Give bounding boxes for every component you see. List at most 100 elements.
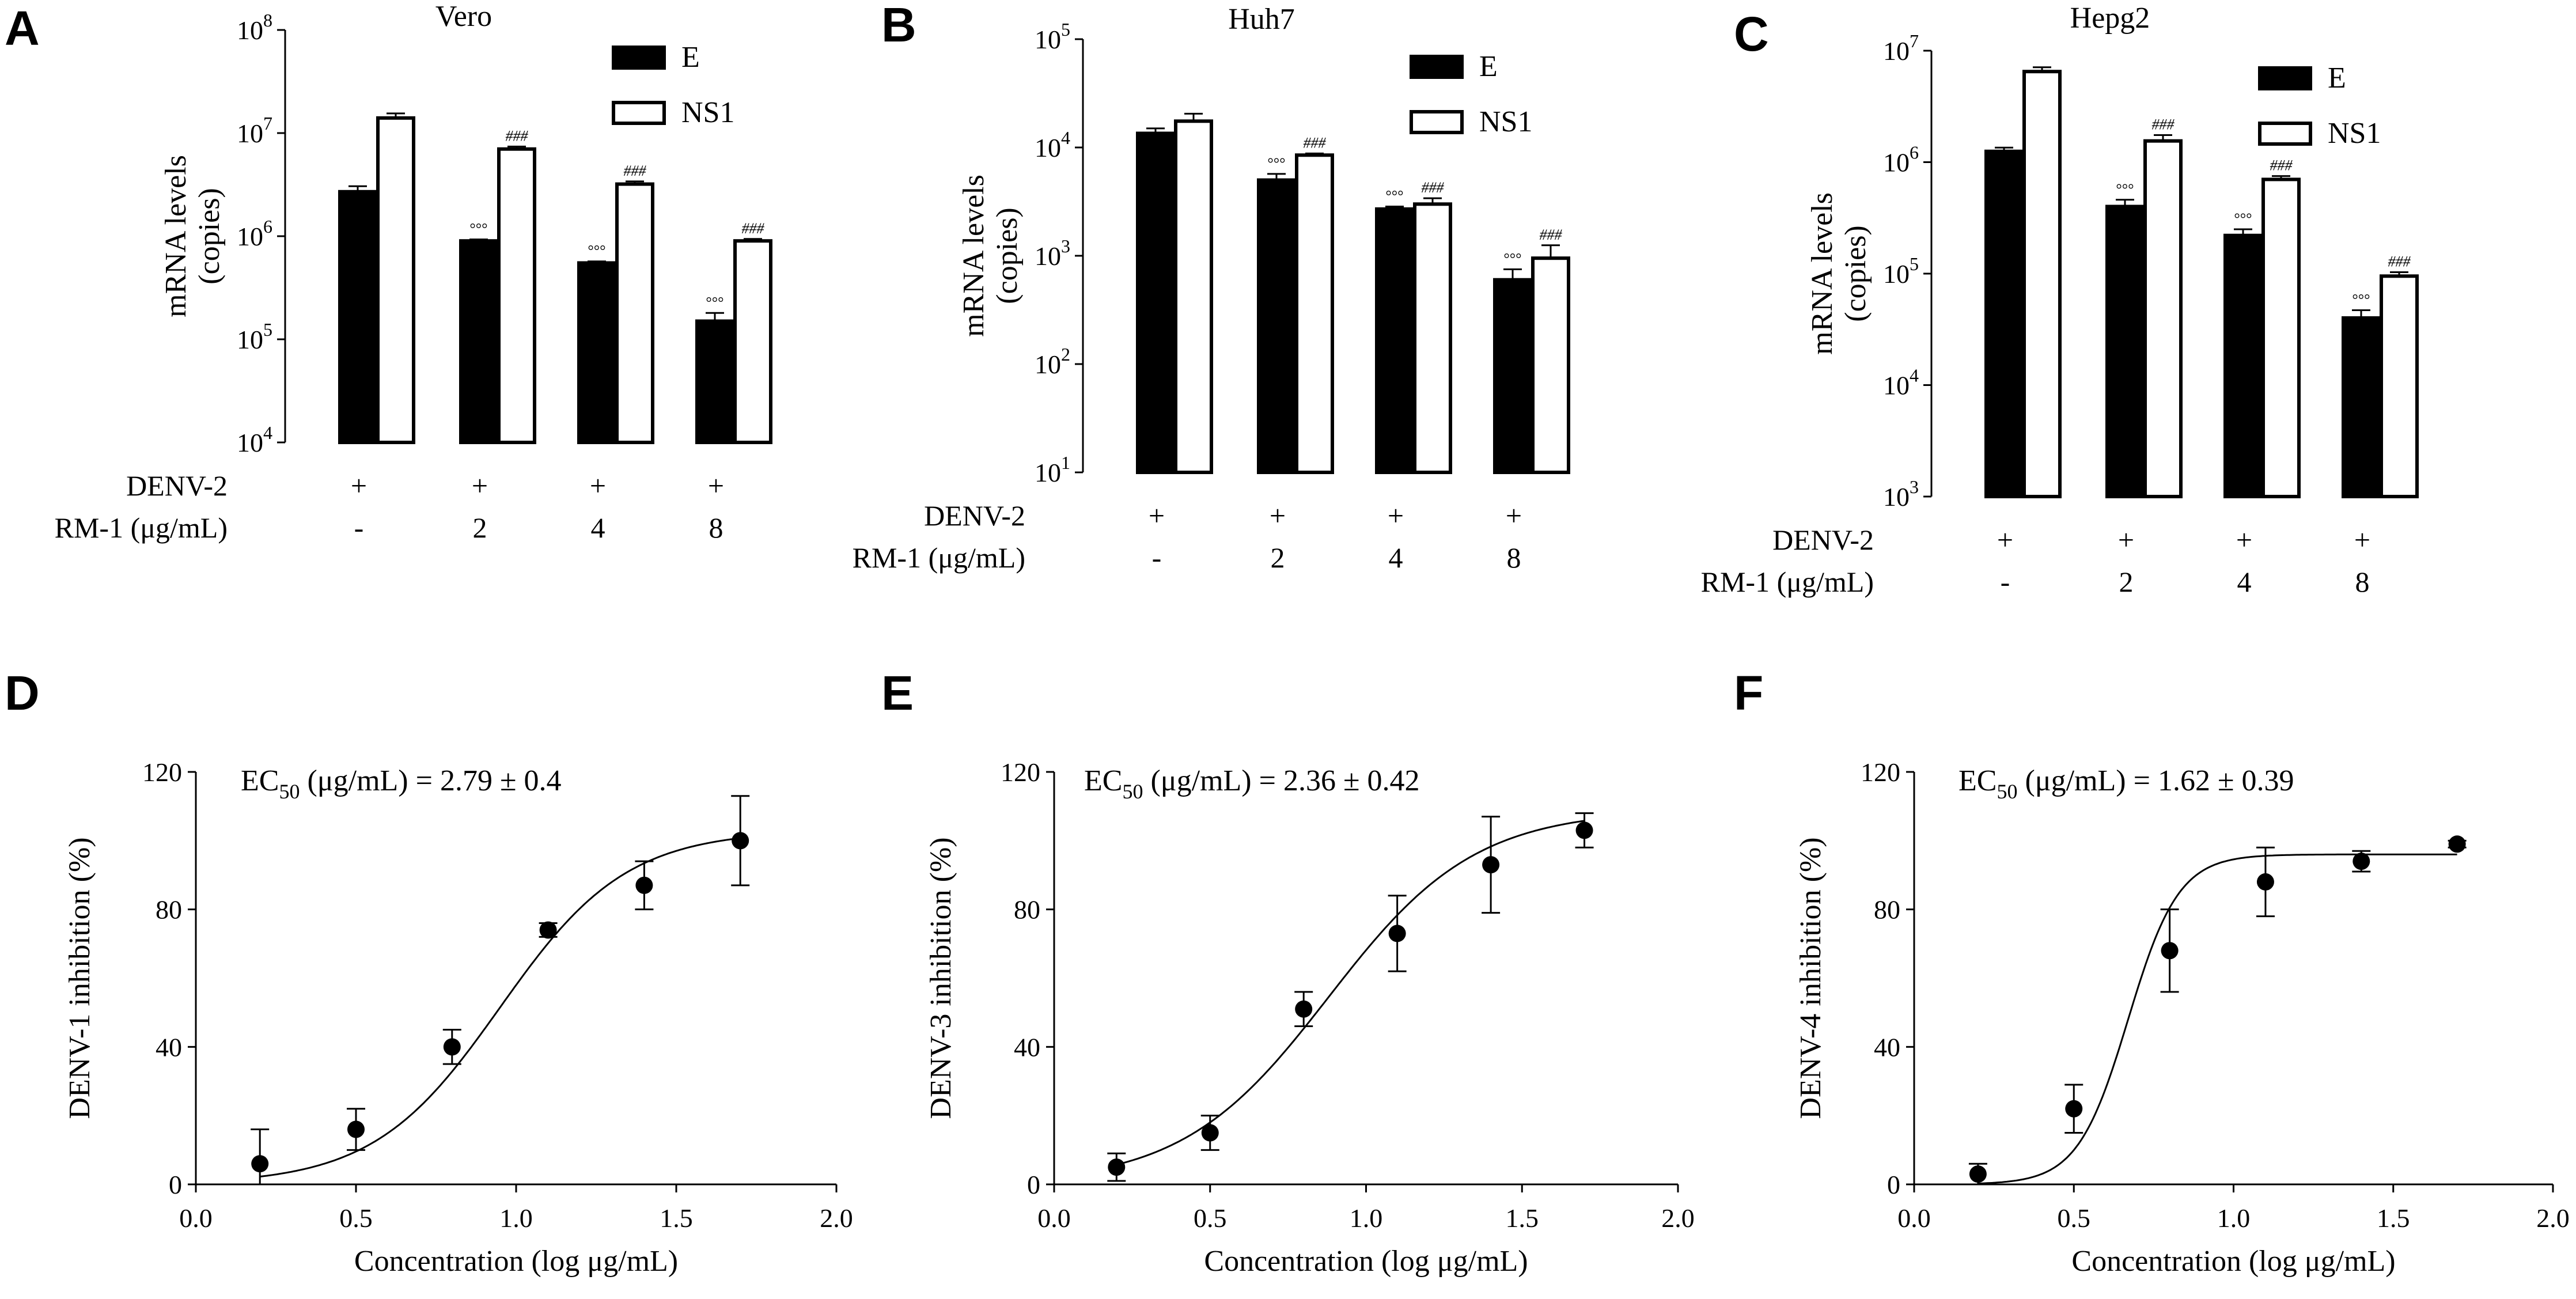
significance-mark: ### bbox=[2270, 157, 2293, 174]
x-tick-label: 0.0 bbox=[1037, 1203, 1071, 1233]
y-axis-label: DENV-4 inhibition (%) bbox=[1794, 837, 1827, 1119]
y-tick-label: 0 bbox=[1887, 1170, 1900, 1199]
condition-value: - bbox=[1152, 541, 1162, 574]
condition-value: + bbox=[1149, 499, 1165, 532]
panel-letter: F bbox=[1734, 666, 1763, 720]
panel-letter: C bbox=[1734, 7, 1769, 61]
significance-mark: °°° bbox=[2352, 291, 2370, 308]
panel-letter: E bbox=[881, 666, 914, 720]
panel-letter: A bbox=[5, 1, 40, 55]
data-point bbox=[443, 1038, 461, 1056]
condition-value: 2 bbox=[473, 512, 487, 544]
bar-ns1 bbox=[733, 239, 772, 444]
x-tick-label: 0.0 bbox=[1897, 1203, 1931, 1233]
y-tick-label: 0 bbox=[169, 1170, 182, 1199]
bar-e bbox=[695, 319, 734, 445]
significance-mark: °°° bbox=[1267, 155, 1285, 172]
bar-e bbox=[1375, 207, 1414, 474]
condition-value: + bbox=[1506, 499, 1522, 532]
y-tick-label: 80 bbox=[156, 895, 182, 925]
significance-mark: °°° bbox=[588, 243, 605, 259]
condition-value: + bbox=[708, 469, 724, 502]
y-tick-label: 106 bbox=[1883, 142, 1919, 177]
panel-c: C Hepg2 103 104 105 106 107 mRNA levels(copies)… bbox=[1701, 2, 2419, 598]
condition-value: 4 bbox=[1389, 541, 1403, 574]
bar-ns1 bbox=[497, 147, 536, 444]
legend-label: NS1 bbox=[2328, 117, 2381, 150]
condition-value: + bbox=[2118, 524, 2134, 556]
significance-mark: °°° bbox=[469, 221, 487, 237]
bar-e bbox=[459, 239, 498, 444]
fit-curve bbox=[1978, 853, 2457, 1184]
chart-title: Huh7 bbox=[1228, 3, 1295, 36]
bar-ns1 bbox=[2022, 70, 2062, 498]
x-axis-label: Concentration (log μg/mL) bbox=[354, 1245, 678, 1278]
legend-swatch-ns1 bbox=[2258, 122, 2312, 146]
legend-swatch-e bbox=[1410, 55, 1464, 79]
condition-value: 8 bbox=[1507, 541, 1521, 574]
legend-label: E bbox=[1479, 50, 1498, 83]
condition-value: 4 bbox=[2237, 566, 2252, 598]
bar-ns1 bbox=[615, 182, 654, 444]
significance-mark: ### bbox=[1422, 179, 1445, 196]
x-axis-label: Concentration (log μg/mL) bbox=[2071, 1245, 2395, 1278]
bar-ns1 bbox=[376, 116, 415, 444]
bar-ns1 bbox=[2143, 139, 2183, 498]
data-point bbox=[1575, 821, 1593, 839]
y-tick-label: 104 bbox=[1035, 127, 1070, 162]
x-tick-label: 1.0 bbox=[2217, 1203, 2251, 1233]
legend-label: E bbox=[681, 41, 700, 74]
y-tick-label: 120 bbox=[1001, 758, 1040, 787]
significance-mark: ### bbox=[624, 162, 647, 179]
y-tick-label: 107 bbox=[237, 113, 272, 148]
condition-label-denv: DENV-2 bbox=[126, 469, 228, 502]
y-tick-label: 80 bbox=[1874, 895, 1900, 925]
bar-e bbox=[338, 190, 377, 444]
condition-value: + bbox=[590, 469, 606, 502]
significance-mark: °°° bbox=[1503, 250, 1521, 267]
y-tick-label: 40 bbox=[1014, 1032, 1040, 1062]
x-tick-label: 2.0 bbox=[2536, 1203, 2570, 1233]
legend-label: E bbox=[2328, 62, 2346, 94]
bar-ns1 bbox=[1413, 202, 1452, 474]
y-tick-label: 103 bbox=[1883, 476, 1919, 512]
significance-mark: ### bbox=[506, 127, 529, 144]
condition-value: + bbox=[1388, 499, 1404, 532]
significance-mark: °°° bbox=[2116, 181, 2134, 198]
y-tick-label: 103 bbox=[1035, 236, 1070, 271]
y-tick-label: 105 bbox=[1035, 19, 1070, 54]
fit-curve bbox=[1116, 820, 1585, 1166]
data-point bbox=[1482, 856, 1500, 874]
condition-value: + bbox=[351, 469, 367, 502]
y-tick-label: 80 bbox=[1014, 895, 1040, 925]
data-point bbox=[1108, 1158, 1126, 1176]
bar-e bbox=[2223, 233, 2263, 498]
chart-title: Hepg2 bbox=[2070, 2, 2150, 35]
bar-ns1 bbox=[2261, 177, 2301, 499]
data-point bbox=[2256, 873, 2274, 891]
bar-e bbox=[2105, 204, 2145, 498]
bar-e bbox=[577, 261, 616, 444]
x-tick-label: 2.0 bbox=[1661, 1203, 1695, 1233]
condition-label-denv: DENV-2 bbox=[924, 499, 1025, 532]
condition-label-denv: DENV-2 bbox=[1772, 524, 1874, 556]
data-point bbox=[1969, 1165, 1987, 1183]
y-tick-label: 120 bbox=[142, 758, 182, 787]
condition-value: + bbox=[472, 469, 488, 502]
y-axis-label: DENV-1 inhibition (%) bbox=[63, 837, 96, 1119]
data-point bbox=[2161, 942, 2179, 960]
bar-e bbox=[1257, 178, 1296, 474]
y-axis-label: DENV-3 inhibition (%) bbox=[925, 837, 957, 1119]
data-point bbox=[1201, 1124, 1219, 1142]
fit-curve bbox=[260, 837, 741, 1177]
panel-e: E 0 40 80 120 0.0 0.5 1.0 1.5 2.0 Concentration (l… bbox=[881, 666, 1695, 1278]
y-tick-label: 104 bbox=[237, 422, 272, 457]
condition-value: + bbox=[2354, 524, 2370, 556]
y-tick-label: 40 bbox=[1874, 1032, 1900, 1062]
x-tick-label: 0.5 bbox=[339, 1203, 373, 1233]
ec50-annotation: EC50 (μg/mL) = 2.36 ± 0.42 bbox=[1084, 764, 1420, 803]
significance-mark: °°° bbox=[1385, 187, 1403, 204]
significance-mark: °°° bbox=[2234, 210, 2252, 227]
significance-mark: ### bbox=[2388, 253, 2411, 270]
